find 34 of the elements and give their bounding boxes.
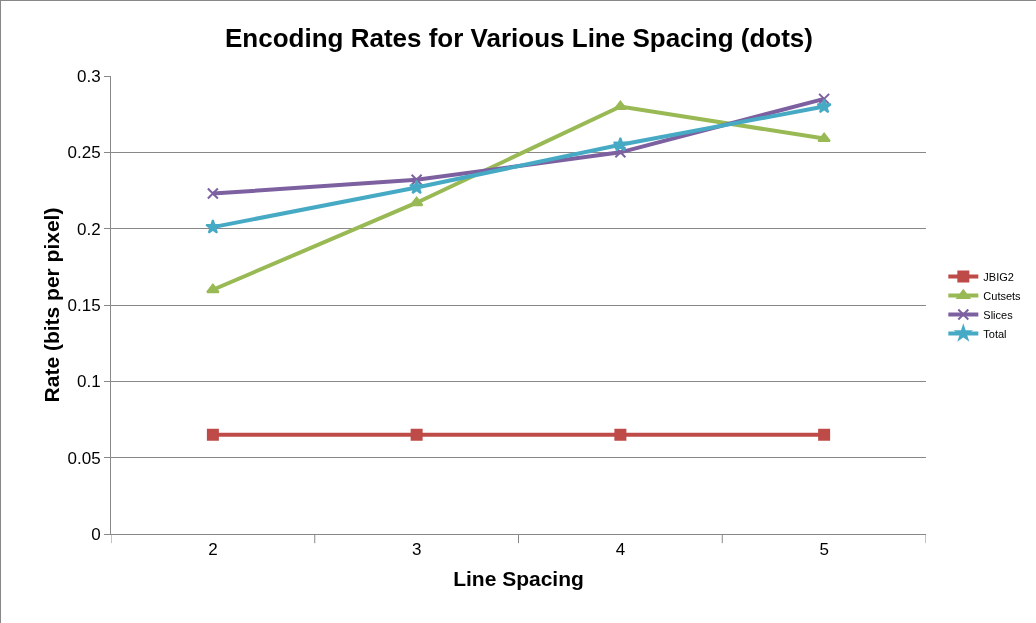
x-tick-label: 3 (411, 540, 422, 560)
chart-title: Encoding Rates for Various Line Spacing (dots) (225, 23, 813, 54)
y-tick-label: 0.1 (76, 372, 101, 392)
y-tick-label: 0.15 (67, 295, 101, 315)
y-axis-title: Rate (bits per pixel) (40, 207, 63, 403)
x-tick-label: 5 (819, 540, 829, 560)
point (410, 428, 423, 441)
x-tick-label: 4 (615, 540, 626, 560)
point (408, 179, 425, 195)
legend-label: JBIG2 (983, 270, 1014, 283)
point (614, 428, 627, 441)
point (818, 92, 831, 105)
point (817, 132, 831, 143)
point (816, 98, 832, 114)
y-tick-label: 0 (91, 524, 101, 544)
legend-label: Total (983, 327, 1007, 340)
y-tick-label: 0.3 (76, 66, 101, 86)
y-tick-label: 0.25 (67, 143, 101, 163)
point (409, 196, 424, 207)
point (206, 283, 220, 294)
point (818, 428, 831, 441)
point (410, 173, 423, 186)
x-tick-label: 2 (208, 540, 218, 560)
point (613, 100, 628, 111)
point (614, 146, 627, 159)
point (205, 219, 221, 234)
legend-label: Slices (983, 308, 1014, 321)
point (206, 428, 219, 441)
point (612, 136, 629, 152)
y-tick-label: 0.05 (67, 448, 101, 468)
point (206, 187, 219, 200)
y-tick-label: 0.2 (76, 219, 101, 239)
x-axis-title: Line Spacing (453, 566, 584, 590)
legend-label: Cutsets (983, 289, 1022, 302)
